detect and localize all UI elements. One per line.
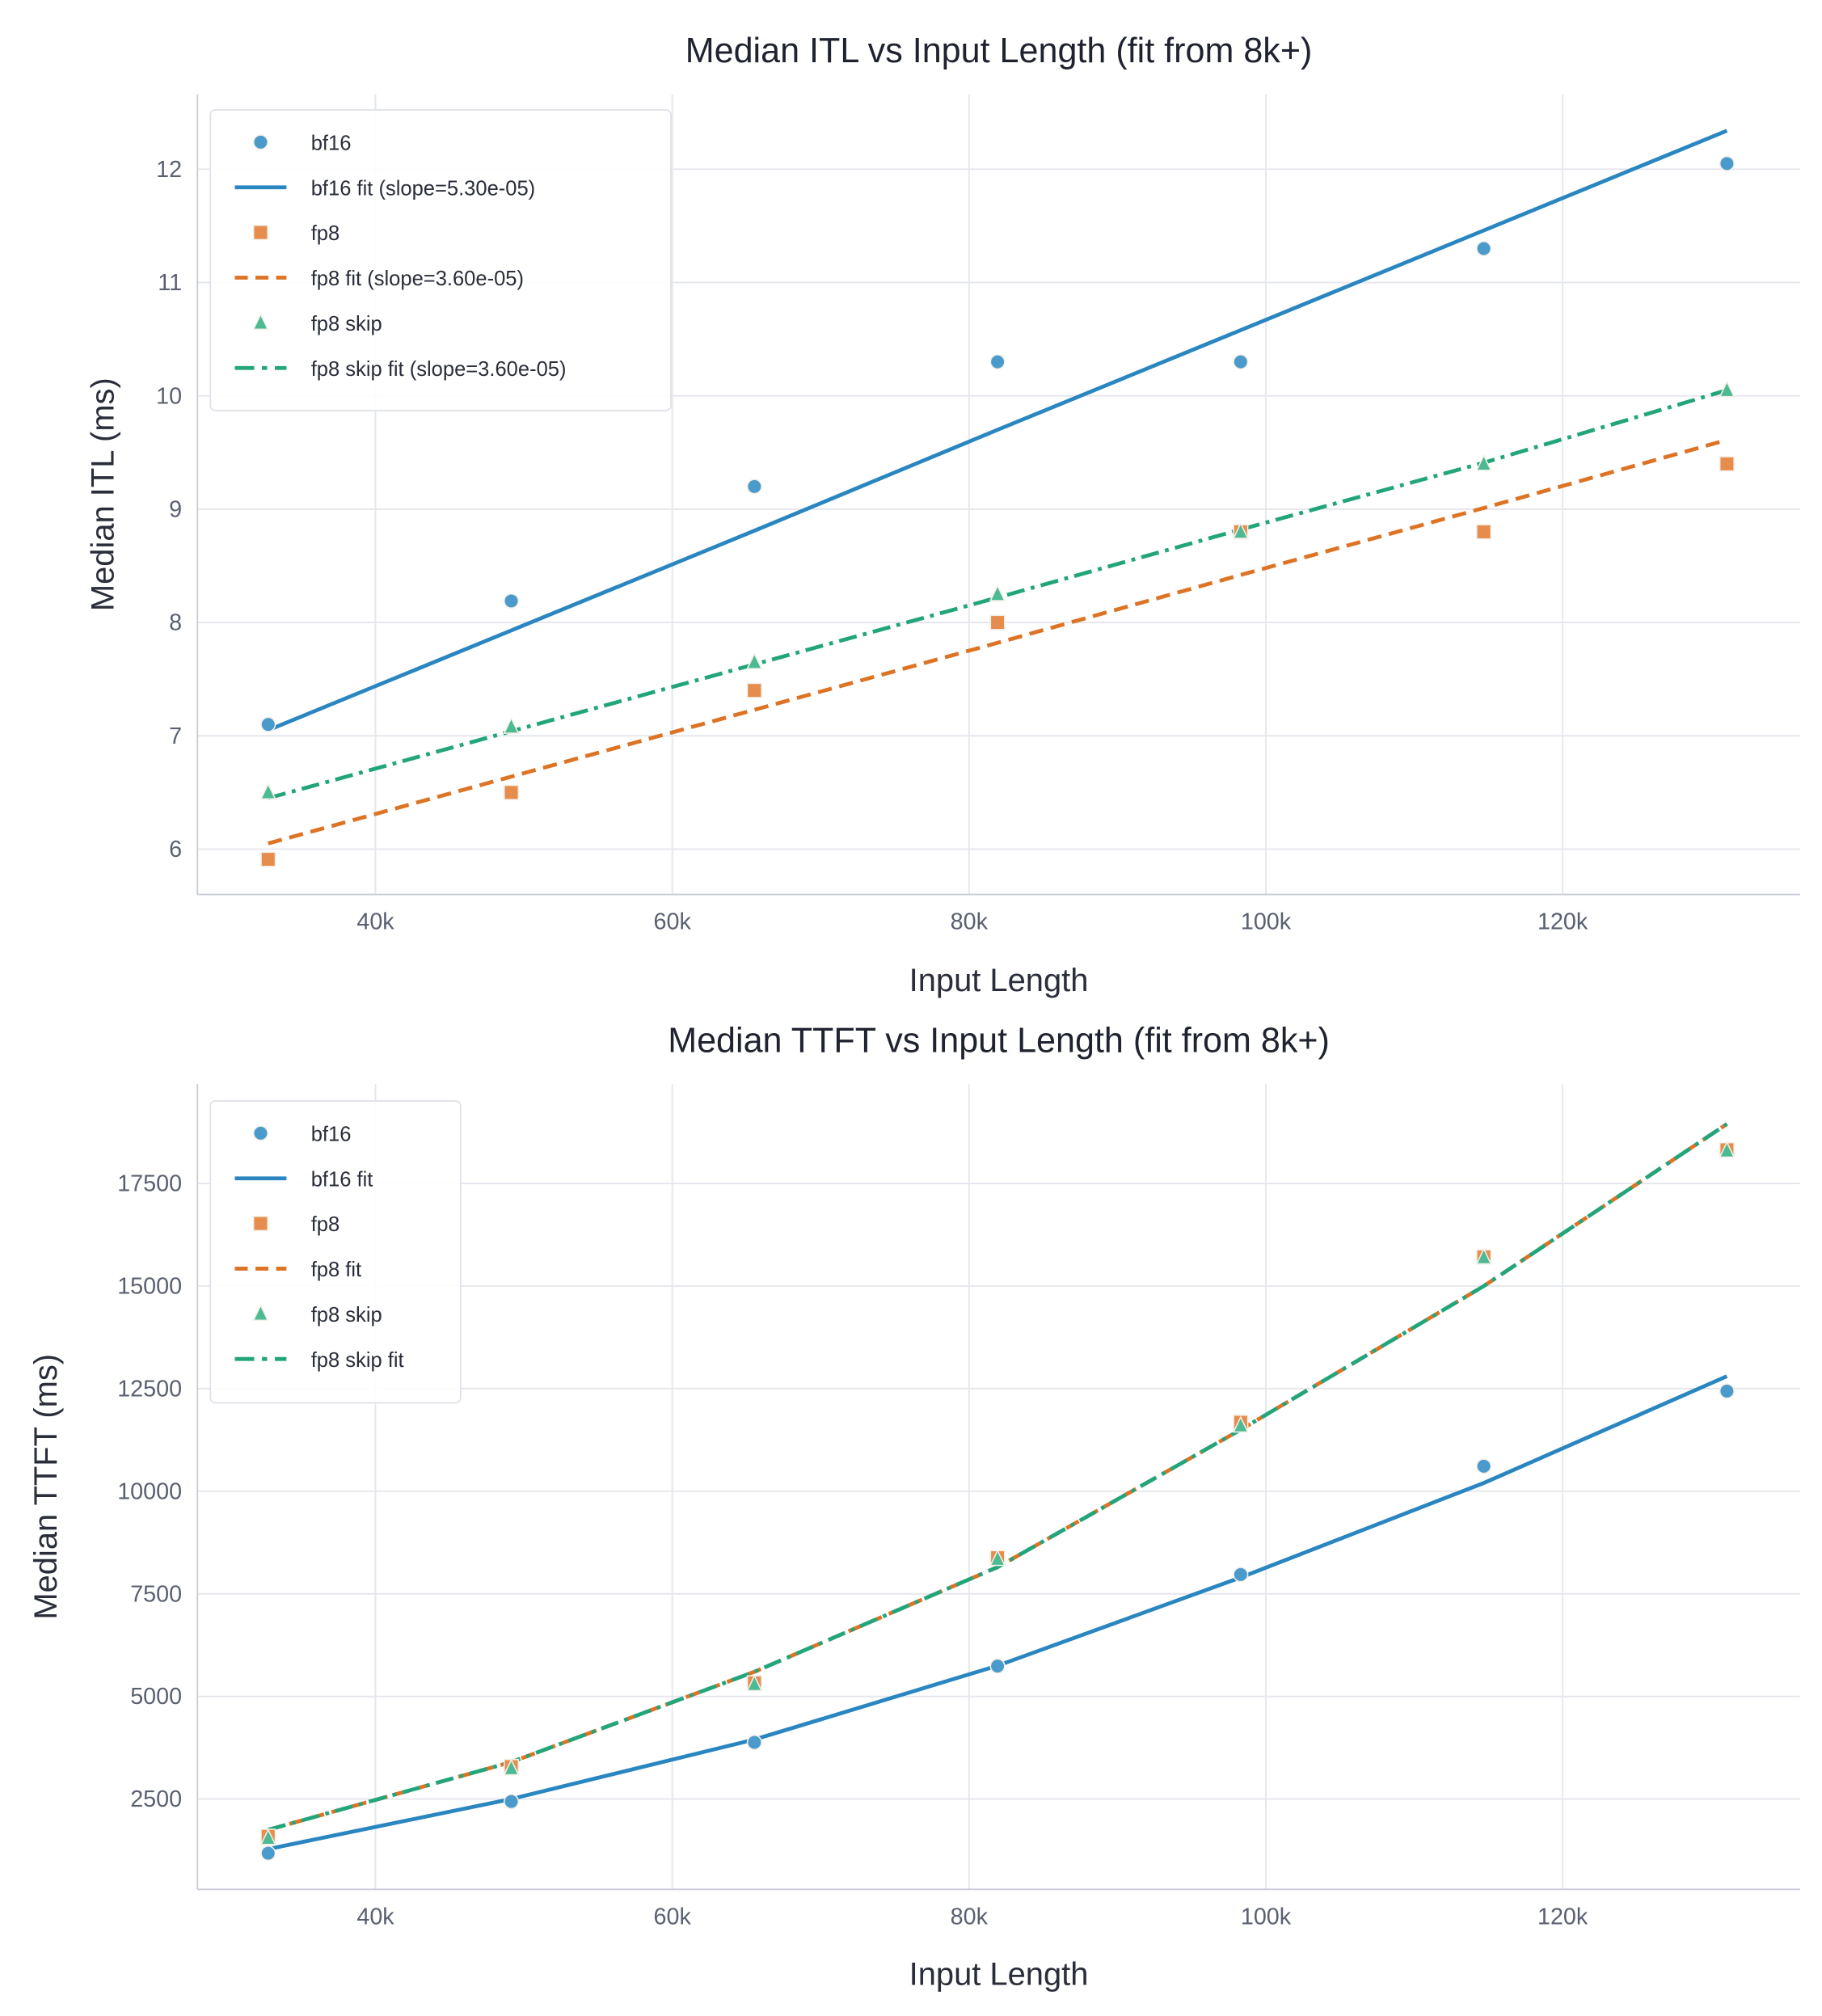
x-tick-label: 100k	[1241, 1904, 1292, 1930]
fit-line-fp8	[268, 1122, 1728, 1833]
data-point-bf16	[746, 1734, 762, 1751]
legend-label: fp8 skip fit	[311, 1349, 404, 1372]
data-point-fp8	[503, 784, 520, 800]
x-axis-label: Input Length	[909, 963, 1089, 998]
data-point-fp8-skip	[746, 652, 763, 669]
data-point-bf16	[1719, 155, 1735, 171]
legend-marker-triangle	[252, 1304, 269, 1322]
y-tick-label: 6	[169, 837, 182, 862]
data-point-fp8	[989, 614, 1006, 631]
x-tick-label: 40k	[356, 909, 394, 935]
data-point-fp8	[746, 682, 762, 698]
x-tick-label: 80k	[951, 909, 989, 935]
data-point-fp8-skip	[746, 1674, 763, 1692]
legend-label: fp8 skip	[311, 313, 382, 335]
x-tick-label: 60k	[654, 909, 692, 935]
y-tick-label: 5000	[130, 1684, 182, 1710]
data-point-fp8-skip	[1475, 453, 1492, 471]
legend-label: fp8	[311, 222, 340, 245]
data-point-fp8-skip	[503, 1758, 520, 1776]
legend: bf16 bf16 fit fp8 fp8 fit fp8 skip fp8 skip f…	[209, 1099, 462, 1404]
data-point-bf16	[260, 716, 276, 732]
legend-label: fp8 fit	[311, 1259, 361, 1281]
x-tick-label: 100k	[1241, 909, 1292, 935]
y-tick-label: 8	[169, 610, 182, 636]
chart-title: Median ITL vs Input Length (fit from 8k+…	[685, 32, 1313, 70]
y-tick-label: 17500	[117, 1171, 182, 1197]
legend-label: bf16 fit	[311, 1168, 373, 1191]
legend-label: bf16	[311, 1123, 352, 1145]
ttft-chart: Median TTFT vs Input Length (fit from 8k…	[28, 1021, 1800, 1992]
y-tick-label: 7500	[130, 1581, 182, 1607]
legend-label: fp8 skip fit (slope=3.60e-05)	[311, 358, 567, 381]
data-point-fp8-skip	[1475, 1247, 1492, 1265]
legend-label: bf16 fit (slope=5.30e-05)	[311, 177, 535, 200]
y-tick-label: 2500	[130, 1786, 182, 1812]
legend-marker-square	[252, 225, 269, 241]
y-axis-label: Median TTFT (ms)	[28, 1354, 64, 1620]
legend-label: fp8 fit (slope=3.60e-05)	[311, 268, 524, 290]
fit-line-bf16	[267, 129, 1728, 732]
x-tick-label: 80k	[951, 1904, 989, 1930]
x-tick-label: 120k	[1537, 909, 1588, 935]
data-point-fp8-skip	[1719, 380, 1736, 398]
legend-label: fp8 skip	[311, 1304, 382, 1326]
x-tick-label: 120k	[1537, 1904, 1588, 1930]
chart-title: Median TTFT vs Input Length (fit from 8k…	[668, 1021, 1330, 1060]
y-tick-label: 12	[156, 157, 182, 183]
data-point-fp8-skip	[1719, 1141, 1736, 1158]
data-point-fp8-skip	[259, 782, 276, 800]
data-point-fp8	[1719, 456, 1735, 472]
data-point-bf16	[503, 1794, 520, 1810]
data-point-fp8	[1476, 524, 1492, 540]
legend-marker-triangle	[252, 313, 269, 331]
y-tick-label: 12500	[117, 1376, 182, 1402]
legend-marker-square	[252, 1216, 269, 1232]
legend-label: bf16	[311, 132, 352, 154]
legend-label: fp8	[311, 1213, 340, 1236]
y-tick-label: 10	[156, 383, 182, 409]
data-point-fp8	[260, 851, 276, 867]
fit-line-fp8	[268, 437, 1727, 846]
data-point-bf16	[746, 479, 762, 495]
data-point-fp8-skip	[1232, 1415, 1249, 1433]
data-point-fp8-skip	[259, 1828, 276, 1845]
data-point-bf16	[1233, 1567, 1249, 1583]
y-tick-label: 9	[169, 496, 182, 522]
x-axis-label: Input Length	[909, 1956, 1089, 1992]
fit-line-bf16	[268, 1374, 1728, 1851]
legend-marker-circle	[252, 134, 269, 150]
data-point-bf16	[1476, 240, 1492, 257]
data-point-bf16	[260, 1845, 276, 1862]
fit-line-fp8	[268, 1122, 1728, 1833]
y-axis-label: Median ITL (ms)	[85, 377, 120, 611]
data-point-fp8-skip	[1232, 521, 1249, 539]
data-point-fp8-skip	[503, 716, 520, 734]
y-tick-label: 15000	[117, 1274, 182, 1300]
grid	[197, 1084, 1800, 1890]
data-point-fp8-skip	[989, 584, 1006, 601]
y-tick-label: 7	[169, 723, 182, 749]
y-tick-label: 10000	[117, 1478, 182, 1504]
data-point-fp8-skip	[989, 1549, 1006, 1567]
data-point-bf16	[1719, 1383, 1735, 1399]
data-point-bf16	[989, 1658, 1006, 1674]
data-point-bf16	[1476, 1458, 1492, 1474]
data-point-bf16	[503, 593, 520, 609]
itl-chart: Median ITL vs Input Length (fit from 8k+…	[85, 32, 1800, 998]
legend-marker-circle	[252, 1125, 269, 1141]
legend: bf16 bf16 fit (slope=5.30e-05) fp8 fp8 fit …	[209, 109, 673, 411]
legend-box	[209, 109, 673, 411]
x-tick-label: 60k	[654, 1904, 692, 1930]
data-point-bf16	[1233, 354, 1249, 370]
y-tick-label: 11	[158, 270, 182, 296]
x-tick-label: 40k	[356, 1904, 394, 1930]
data-point-bf16	[989, 354, 1006, 370]
